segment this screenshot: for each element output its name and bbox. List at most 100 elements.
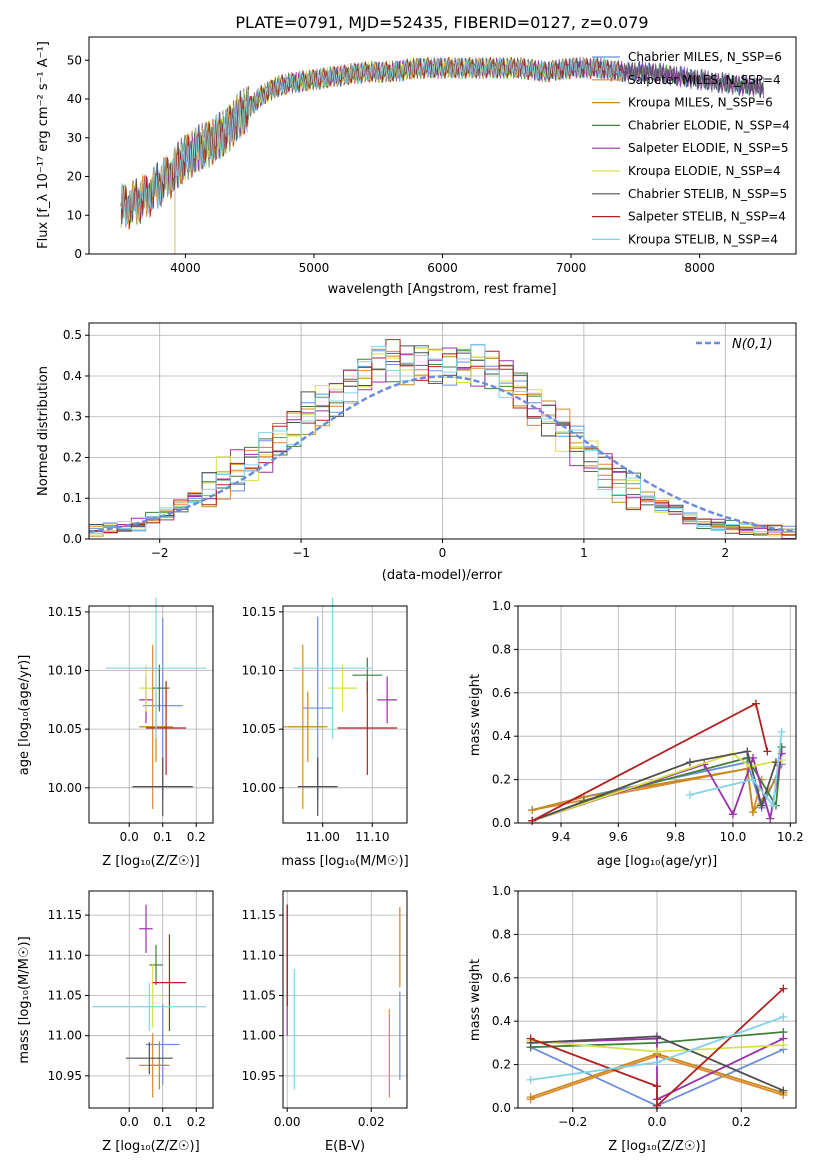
spectrum-series-line xyxy=(120,57,623,227)
y-tick-label: 10.05 xyxy=(242,722,276,736)
mass-vs-z-panel: 0.0 0.1 0.2 10.95 11.00 11.05 11.10 11.15 Z [lo… xyxy=(17,890,214,1154)
y-tick-label: 10.00 xyxy=(48,781,82,795)
residuals-xlabel: (data-model)/error xyxy=(382,568,503,583)
age-vs-z-ylabel: age [log₁₀(age/yr)] xyxy=(17,655,32,776)
spectrum-legend-label: Kroupa MILES, N_SSP=6 xyxy=(628,96,773,110)
mass-weight-marker xyxy=(526,1075,535,1084)
mass-weight-marker xyxy=(528,816,537,825)
gaussian-curve xyxy=(88,375,797,534)
mass-weight-marker xyxy=(685,758,694,767)
spectrum-legend-label: Chabrier STELIB, N_SSP=5 xyxy=(628,187,787,201)
mass-vs-ebv-axes-frame xyxy=(282,890,408,1109)
mass-weight-marker xyxy=(777,727,786,736)
y-tick-label: 0.2 xyxy=(63,450,82,464)
x-tick-label: 0.2 xyxy=(732,1115,751,1129)
y-tick-label: 0.0 xyxy=(492,816,511,830)
mass-weight-marker xyxy=(766,814,775,823)
weight-vs-z-ylabel: mass weight xyxy=(468,959,483,1041)
x-tick-label: 11.10 xyxy=(355,830,389,844)
mass-weight-marker xyxy=(743,747,752,756)
x-tick-label: 0.2 xyxy=(187,1115,206,1129)
y-tick-label: 10 xyxy=(67,208,82,222)
spectrum-legend-label: Salpeter MILES, N_SSP=4 xyxy=(628,73,781,87)
spectrum-xlabel: wavelength [Angstrom, rest frame] xyxy=(328,282,557,297)
x-tick-label: −2 xyxy=(151,546,169,560)
x-tick-label: 7000 xyxy=(556,261,587,275)
mass-weight-marker xyxy=(653,1047,661,1056)
residual-histogram xyxy=(89,343,796,534)
residual-histogram xyxy=(89,347,796,537)
x-tick-label: 9.4 xyxy=(551,830,570,844)
mass-vs-z-xlabel: Z [log₁₀(Z/Z☉)] xyxy=(102,1139,199,1154)
spectrum-series-line xyxy=(174,56,546,254)
x-tick-label: 0.02 xyxy=(358,1115,385,1129)
mass-weight-marker xyxy=(526,1093,535,1102)
spectrum-legend-label: Kroupa ELODIE, N_SSP=4 xyxy=(628,164,781,178)
weight-vs-age-axes-frame xyxy=(517,605,797,824)
mass-weight-marker xyxy=(653,1058,661,1067)
y-tick-label: 0.2 xyxy=(492,1058,511,1072)
y-tick-label: 10.95 xyxy=(48,1069,82,1083)
mass-weight-line xyxy=(530,1037,784,1101)
y-tick-label: 10.15 xyxy=(48,605,82,619)
y-tick-label: 11.00 xyxy=(242,1029,276,1043)
x-tick-label: 0.0 xyxy=(647,1115,666,1129)
x-tick-label: 0 xyxy=(439,546,447,560)
x-tick-label: −1 xyxy=(292,546,310,560)
x-tick-label: 6000 xyxy=(427,261,458,275)
age-vs-mass-panel: 11.00 11.10 10.00 10.05 10.10 10.15 mass [log… xyxy=(242,597,409,869)
mass-vs-z-ylabel: mass [log₁₀(M/M☉)] xyxy=(17,936,32,1063)
residuals-panel: −2 −1 0 1 2 0.0 0.1 0.2 0.3 0.4 0.5 N(0,1) (data-m… xyxy=(36,322,797,583)
y-tick-label: 0 xyxy=(74,247,82,261)
x-tick-label: 9.6 xyxy=(609,830,628,844)
mass-weight-marker xyxy=(757,801,766,810)
mass-weight-marker xyxy=(779,1012,788,1021)
x-tick-label: 4000 xyxy=(170,261,201,275)
mass-weight-marker xyxy=(528,805,537,814)
mass-weight-line xyxy=(689,731,783,808)
spectrum-legend-label: Chabrier ELODIE, N_SSP=4 xyxy=(628,118,790,132)
weight-vs-z-panel: −0.2 0.0 0.2 0.0 0.2 0.4 0.6 0.8 1.0 Z [log₁₀(Z/… xyxy=(468,884,797,1154)
y-tick-label: 0.3 xyxy=(63,410,82,424)
y-tick-label: 0.8 xyxy=(492,927,511,941)
mass-weight-marker xyxy=(653,1032,661,1041)
y-tick-label: 11.15 xyxy=(48,908,82,922)
y-tick-label: 11.00 xyxy=(48,1029,82,1043)
age-vs-z-panel: 0.0 0.1 0.2 10.00 10.05 10.10 10.15 Z [log₁₀(Z… xyxy=(17,597,214,869)
y-tick-label: 11.10 xyxy=(48,948,82,962)
mass-vs-ebv-xlabel: E(B-V) xyxy=(325,1139,365,1154)
mass-weight-marker xyxy=(763,747,772,756)
mass-weight-marker xyxy=(653,1082,661,1091)
mass-weight-marker xyxy=(749,753,758,762)
x-tick-label: 0.0 xyxy=(120,830,139,844)
residuals-ylabel: Normed distribution xyxy=(36,366,51,496)
mass-vs-z-axes-frame xyxy=(88,890,214,1109)
mass-weight-line xyxy=(532,753,783,822)
y-tick-label: 11.10 xyxy=(242,948,276,962)
y-tick-label: 0.2 xyxy=(492,773,511,787)
y-tick-label: 0.1 xyxy=(63,491,82,505)
x-tick-label: 11.00 xyxy=(306,830,340,844)
y-tick-label: 0.5 xyxy=(63,328,82,342)
y-tick-label: 11.05 xyxy=(242,988,276,1002)
age-vs-mass-axes-frame xyxy=(282,605,408,824)
y-tick-label: 0.0 xyxy=(63,532,82,546)
x-tick-label: 0.1 xyxy=(153,830,172,844)
x-tick-label: 10.0 xyxy=(720,830,747,844)
spectrum-legend-label: Kroupa STELIB, N_SSP=4 xyxy=(628,232,778,246)
mass-weight-marker xyxy=(728,810,737,819)
y-tick-label: 0.6 xyxy=(492,971,511,985)
residuals-legend: N(0,1) xyxy=(696,337,773,352)
y-tick-label: 50 xyxy=(67,53,82,67)
y-tick-label: 1.0 xyxy=(492,884,511,898)
x-tick-label: 5000 xyxy=(299,261,330,275)
weight-vs-age-xlabel: age [log₁₀(age/yr)] xyxy=(597,854,718,869)
x-tick-label: 8000 xyxy=(684,261,715,275)
x-tick-label: 2 xyxy=(721,546,729,560)
weight-vs-age-panel: 9.4 9.6 9.8 10.0 10.2 0.0 0.2 0.4 0.6 0.8 1.0 age … xyxy=(468,599,804,869)
figure-title: PLATE=0791, MJD=52435, FIBERID=0127, z=0… xyxy=(235,13,648,32)
spectrum-legend-label: Salpeter ELODIE, N_SSP=5 xyxy=(628,141,789,155)
spectrum-legend: Chabrier MILES, N_SSP=6 Salpeter MILES, N… xyxy=(592,50,790,246)
age-vs-z-xlabel: Z [log₁₀(Z/Z☉)] xyxy=(102,854,199,869)
mass-weight-marker xyxy=(685,790,694,799)
